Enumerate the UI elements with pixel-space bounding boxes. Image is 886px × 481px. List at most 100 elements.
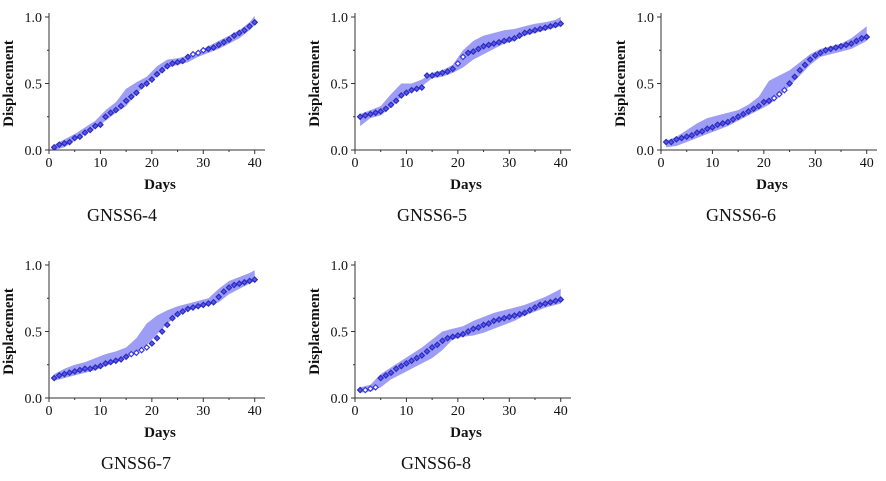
chart-panel-3: 0 10 20 30 40 0.0 0.5 1.0 Days Displacement GNSS6-… xyxy=(613,11,877,225)
chart-panel-1: 0 10 20 30 40 0.0 0.5 1.0 Days Displacement GNSS6-… xyxy=(1,11,265,225)
data-point xyxy=(210,44,218,52)
data-point xyxy=(81,129,89,137)
data-point xyxy=(220,38,228,46)
data-point xyxy=(474,45,482,53)
y-tick-label: 1.0 xyxy=(25,11,43,26)
data-point xyxy=(536,25,544,33)
data-point xyxy=(495,38,503,46)
data-point xyxy=(235,29,243,37)
data-point xyxy=(204,45,212,53)
data-point xyxy=(770,94,778,102)
data-point xyxy=(449,65,457,73)
data-point xyxy=(490,317,498,325)
y-axis-title: Displacement xyxy=(1,288,17,375)
data-point xyxy=(433,70,441,78)
x-tick-label: 30 xyxy=(196,404,210,419)
data-point xyxy=(454,332,462,339)
panel-caption: GNSS6-6 xyxy=(706,205,776,225)
data-point xyxy=(356,113,364,121)
data-point xyxy=(500,37,508,45)
data-point xyxy=(505,313,513,321)
y-tick-label: 1.0 xyxy=(331,11,349,26)
data-point xyxy=(469,48,477,56)
data-point xyxy=(698,127,706,135)
data-point xyxy=(531,26,539,34)
data-point xyxy=(143,344,151,351)
x-axis-title: Days xyxy=(450,425,482,441)
data-point xyxy=(55,371,63,379)
data-point xyxy=(194,49,202,57)
y-tick-label: 0.0 xyxy=(25,144,43,159)
x-tick-label: 20 xyxy=(757,156,771,171)
data-point xyxy=(102,113,110,121)
y-tick-label: 0.0 xyxy=(331,144,349,159)
data-point xyxy=(184,305,192,313)
data-point xyxy=(480,42,488,50)
data-point xyxy=(413,85,421,93)
data-point xyxy=(444,68,452,75)
data-point xyxy=(60,139,68,147)
x-tick-label: 20 xyxy=(451,156,465,171)
data-point xyxy=(714,121,722,129)
data-point xyxy=(495,316,503,323)
data-point xyxy=(163,321,171,329)
data-point xyxy=(796,66,804,74)
y-tick-label: 0.5 xyxy=(25,326,43,341)
data-point xyxy=(729,115,737,123)
data-point xyxy=(122,353,130,361)
data-point xyxy=(428,344,436,351)
data-point xyxy=(552,297,560,305)
data-point xyxy=(852,37,860,45)
data-point xyxy=(459,53,467,61)
data-point xyxy=(392,97,400,105)
data-point xyxy=(366,110,374,118)
data-point xyxy=(122,97,130,105)
data-point xyxy=(402,89,410,97)
data-point xyxy=(50,374,58,382)
x-tick-label: 10 xyxy=(93,156,107,171)
data-point xyxy=(780,86,788,94)
chart-panel-2: 0 10 20 30 40 0.0 0.5 1.0 Days Displacement GNSS6-… xyxy=(307,11,571,225)
data-point xyxy=(184,53,192,61)
data-point xyxy=(827,45,835,53)
data-point xyxy=(132,349,140,357)
data-point xyxy=(372,383,380,391)
data-point xyxy=(516,32,524,40)
data-point xyxy=(428,72,436,79)
data-point xyxy=(775,90,783,98)
data-point xyxy=(464,328,472,335)
data-point xyxy=(230,281,238,289)
data-point xyxy=(662,138,670,146)
data-point xyxy=(96,121,104,129)
data-point xyxy=(536,301,544,309)
data-point xyxy=(526,28,534,36)
data-point xyxy=(117,355,125,363)
data-point xyxy=(541,300,549,308)
data-point xyxy=(474,324,482,331)
data-point xyxy=(96,362,104,370)
y-tick-label: 0.0 xyxy=(25,392,43,407)
data-point xyxy=(397,92,405,99)
x-tick-label: 0 xyxy=(352,156,359,171)
data-point xyxy=(667,138,675,146)
data-point xyxy=(739,110,747,118)
y-tick-label: 0.5 xyxy=(331,326,349,341)
data-point xyxy=(225,36,233,44)
data-point xyxy=(246,22,254,30)
data-point xyxy=(521,309,529,317)
y-tick-label: 1.0 xyxy=(331,259,349,274)
data-point xyxy=(811,52,819,60)
data-point xyxy=(683,133,691,141)
data-point xyxy=(356,386,364,394)
data-point xyxy=(724,118,732,126)
data-point xyxy=(444,334,452,342)
x-tick-label: 30 xyxy=(502,404,516,419)
data-point xyxy=(531,304,539,312)
data-point xyxy=(361,111,369,119)
data-point xyxy=(127,350,135,358)
data-point xyxy=(480,321,488,329)
prediction-band xyxy=(54,270,255,381)
data-point xyxy=(806,56,814,64)
x-tick-label: 10 xyxy=(93,404,107,419)
data-point xyxy=(174,310,182,318)
